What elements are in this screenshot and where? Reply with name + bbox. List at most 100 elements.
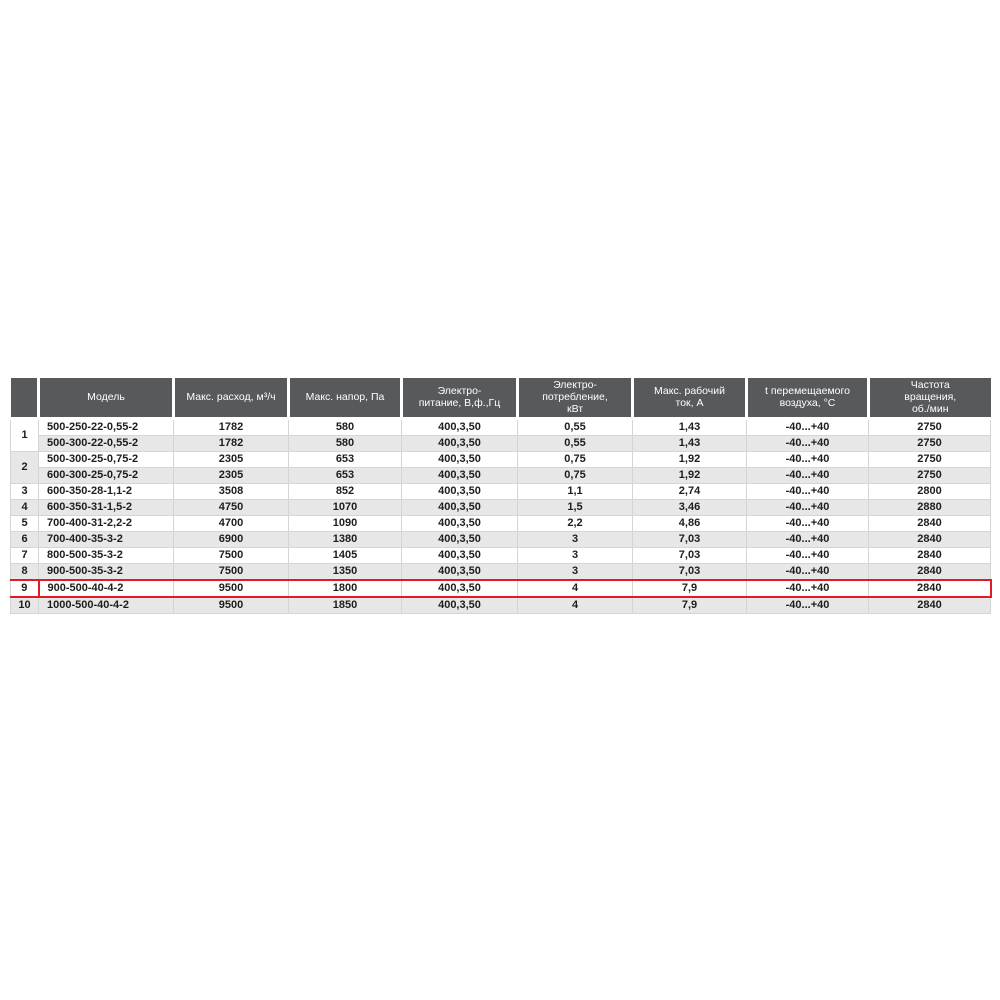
cell-flow: 4700 xyxy=(173,514,289,532)
cell-supply: 400,3,50 xyxy=(401,482,518,500)
cell-model: 600-350-31-1,5-2 xyxy=(38,498,174,516)
cell-amp: 1,92 xyxy=(632,466,747,484)
cell-model: 500-250-22-0,55-2 xyxy=(38,417,174,436)
cell-temp: -40...+40 xyxy=(746,417,869,436)
cell-kw: 0,75 xyxy=(517,466,633,484)
column-header-flow: Макс. расход, м³/ч xyxy=(173,378,290,420)
cell-rpm: 2750 xyxy=(868,417,991,436)
cell-supply: 400,3,50 xyxy=(401,546,518,564)
cell-pressure: 1405 xyxy=(288,546,402,564)
cell-supply: 400,3,50 xyxy=(401,562,518,580)
cell-rpm: 2840 xyxy=(868,514,991,532)
cell-model: 1000-500-40-4-2 xyxy=(38,596,174,614)
cell-pressure: 653 xyxy=(288,450,402,468)
cell-kw: 4 xyxy=(517,578,633,598)
table-row: 4 600-350-31-1,5-2 4750 1070 400,3,50 1,5 3,46… xyxy=(10,498,991,516)
cell-flow: 7500 xyxy=(173,562,289,580)
cell-flow: 9500 xyxy=(173,596,289,614)
cell-pressure: 1350 xyxy=(288,562,402,580)
cell-rpm: 2800 xyxy=(868,482,991,500)
cell-pressure: 1380 xyxy=(288,530,402,548)
cell-row-number: 8 xyxy=(10,562,39,580)
cell-temp: -40...+40 xyxy=(746,546,869,564)
cell-kw: 0,75 xyxy=(517,450,633,468)
cell-rpm: 2840 xyxy=(868,546,991,564)
cell-rpm: 2750 xyxy=(868,466,991,484)
cell-rpm: 2750 xyxy=(868,450,991,468)
cell-pressure: 653 xyxy=(288,466,402,484)
cell-amp: 3,46 xyxy=(632,498,747,516)
cell-temp: -40...+40 xyxy=(746,450,869,468)
cell-rpm: 2750 xyxy=(868,434,991,452)
cell-amp: 7,03 xyxy=(632,546,747,564)
cell-flow: 2305 xyxy=(173,466,289,484)
table-row: 6 700-400-35-3-2 6900 1380 400,3,50 3 7,03 -40.… xyxy=(10,530,991,548)
cell-temp: -40...+40 xyxy=(746,596,869,614)
cell-temp: -40...+40 xyxy=(746,578,869,598)
cell-rpm: 2880 xyxy=(868,498,991,516)
cell-amp: 7,9 xyxy=(632,596,747,614)
column-header-kw: Электро- потребление, кВт xyxy=(517,378,634,420)
cell-amp: 7,03 xyxy=(632,562,747,580)
cell-temp: -40...+40 xyxy=(746,530,869,548)
cell-model: 700-400-35-3-2 xyxy=(38,530,174,548)
cell-pressure: 1090 xyxy=(288,514,402,532)
table-row: 8 900-500-35-3-2 7500 1350 400,3,50 3 7,03 -40.… xyxy=(10,562,991,580)
cell-flow: 3508 xyxy=(173,482,289,500)
cell-temp: -40...+40 xyxy=(746,514,869,532)
cell-row-number: 6 xyxy=(10,530,39,548)
table-row: 600-300-25-0,75-2 2305 653 400,3,50 0,75 1,92… xyxy=(11,466,991,484)
cell-row-number: 3 xyxy=(10,482,39,500)
cell-rpm: 2840 xyxy=(868,562,991,580)
cell-amp: 1,92 xyxy=(632,450,747,468)
cell-kw: 1,5 xyxy=(517,498,633,516)
table-row: 1 500-250-22-0,55-2 1782 580 400,3,50 0,55 1,4… xyxy=(10,417,991,452)
cell-row-number: 7 xyxy=(10,546,39,564)
cell-row-number: 9 xyxy=(10,578,39,598)
spec-table: Модель Макс. расход, м³/ч Макс. напор, Па Э… xyxy=(10,378,992,614)
cell-kw: 2,2 xyxy=(517,514,633,532)
cell-supply: 400,3,50 xyxy=(401,434,518,452)
cell-amp: 2,74 xyxy=(632,482,747,500)
table-body: 1 500-250-22-0,55-2 1782 580 400,3,50 0,55 1,4… xyxy=(10,417,992,614)
cell-supply: 400,3,50 xyxy=(401,450,518,468)
table-row: 500-300-22-0,55-2 1782 580 400,3,50 0,55 1,43… xyxy=(11,434,991,452)
column-header-pressure: Макс. напор, Па xyxy=(288,378,403,420)
table-row: 2 500-300-25-0,75-2 2305 653 400,3,50 0,75 1,9… xyxy=(10,450,991,484)
table-row: 7 800-500-35-3-2 7500 1405 400,3,50 3 7,03 -40.… xyxy=(10,546,991,564)
cell-pressure: 1850 xyxy=(288,596,402,614)
cell-kw: 4 xyxy=(517,596,633,614)
cell-amp: 4,86 xyxy=(632,514,747,532)
column-header-supply: Электро- питание, В,ф.,Гц xyxy=(401,378,519,420)
cell-flow: 4750 xyxy=(173,498,289,516)
cell-amp: 1,43 xyxy=(632,417,747,436)
cell-kw: 0,55 xyxy=(517,417,633,436)
cell-model: 700-400-31-2,2-2 xyxy=(38,514,174,532)
cell-supply: 400,3,50 xyxy=(401,417,518,436)
cell-pressure: 580 xyxy=(288,417,402,436)
cell-row-number: 10 xyxy=(10,596,39,614)
cell-model: 800-500-35-3-2 xyxy=(38,546,174,564)
cell-kw: 3 xyxy=(517,530,633,548)
cell-supply: 400,3,50 xyxy=(401,578,518,598)
cell-pressure: 852 xyxy=(288,482,402,500)
cell-row-number: 5 xyxy=(10,514,39,532)
column-header-rpm: Частота вращения, об./мин xyxy=(868,378,991,420)
table-row: 9 900-500-40-4-2 9500 1800 400,3,50 4 7,9 -40..… xyxy=(10,578,992,598)
cell-supply: 400,3,50 xyxy=(401,498,518,516)
cell-pressure: 1070 xyxy=(288,498,402,516)
column-header-model: Модель xyxy=(38,378,175,420)
cell-flow: 9500 xyxy=(173,578,289,598)
cell-kw: 0,55 xyxy=(517,434,633,452)
column-header-amp: Макс. рабочий ток, А xyxy=(632,378,748,420)
cell-amp: 1,43 xyxy=(632,434,747,452)
cell-supply: 400,3,50 xyxy=(401,530,518,548)
cell-temp: -40...+40 xyxy=(746,482,869,500)
cell-flow: 7500 xyxy=(173,546,289,564)
table-header-row: Модель Макс. расход, м³/ч Макс. напор, Па Э… xyxy=(10,378,991,420)
cell-supply: 400,3,50 xyxy=(401,596,518,614)
cell-model: 600-350-28-1,1-2 xyxy=(38,482,174,500)
cell-model: 900-500-35-3-2 xyxy=(38,562,174,580)
cell-row-number: 4 xyxy=(10,498,39,516)
